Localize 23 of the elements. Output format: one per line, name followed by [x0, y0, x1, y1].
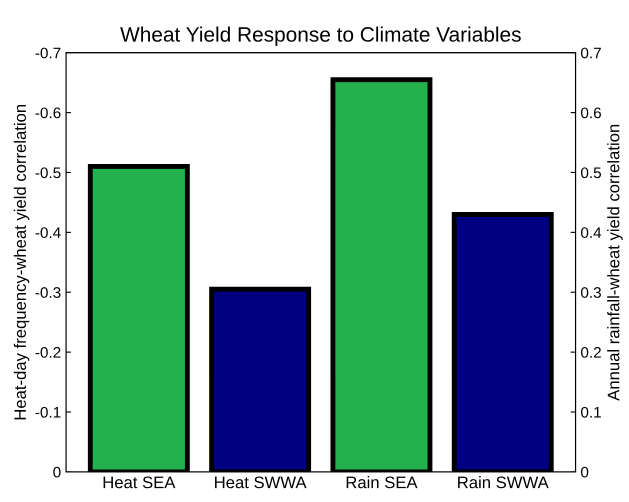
y-tick-label: -0.7	[36, 48, 60, 58]
y-tick-label: -0.4	[36, 227, 61, 238]
y-tick-label: -0.6	[36, 107, 61, 118]
x-tick-label: Rain SWWA	[458, 476, 549, 488]
y2-tick-label: 0.4	[580, 227, 602, 238]
y-tick-label: -0.1	[36, 406, 60, 418]
y2-tick-label: 0.1	[580, 406, 601, 418]
y2-tick-label: 0	[580, 466, 588, 478]
x-tick-label: Rain SEA	[346, 476, 418, 488]
y-tick-label: -0.2	[36, 346, 60, 358]
y2-tick-label: 0.3	[580, 287, 601, 298]
y-tick-label: 0	[53, 466, 61, 478]
y-axis-title: Heat-day frequency-wheat yield correlation	[14, 104, 30, 420]
y2-tick-label: 0.2	[580, 346, 601, 358]
y2-tick-label: 0.6	[580, 107, 601, 118]
y-tick-label: -0.5	[36, 167, 61, 178]
x-tick-label: Heat SWWA	[215, 476, 307, 488]
chart-title: Wheat Yield Response to Climate Variables	[120, 26, 521, 46]
y2-tick-label: 0.7	[580, 48, 601, 58]
y-tick-label: -0.3	[36, 287, 61, 298]
x-tick-label: Heat SEA	[104, 476, 176, 488]
y2-tick-label: 0.5	[580, 167, 601, 178]
y2-axis-title: Annual rainfall-wheat yield correlation	[607, 124, 623, 401]
